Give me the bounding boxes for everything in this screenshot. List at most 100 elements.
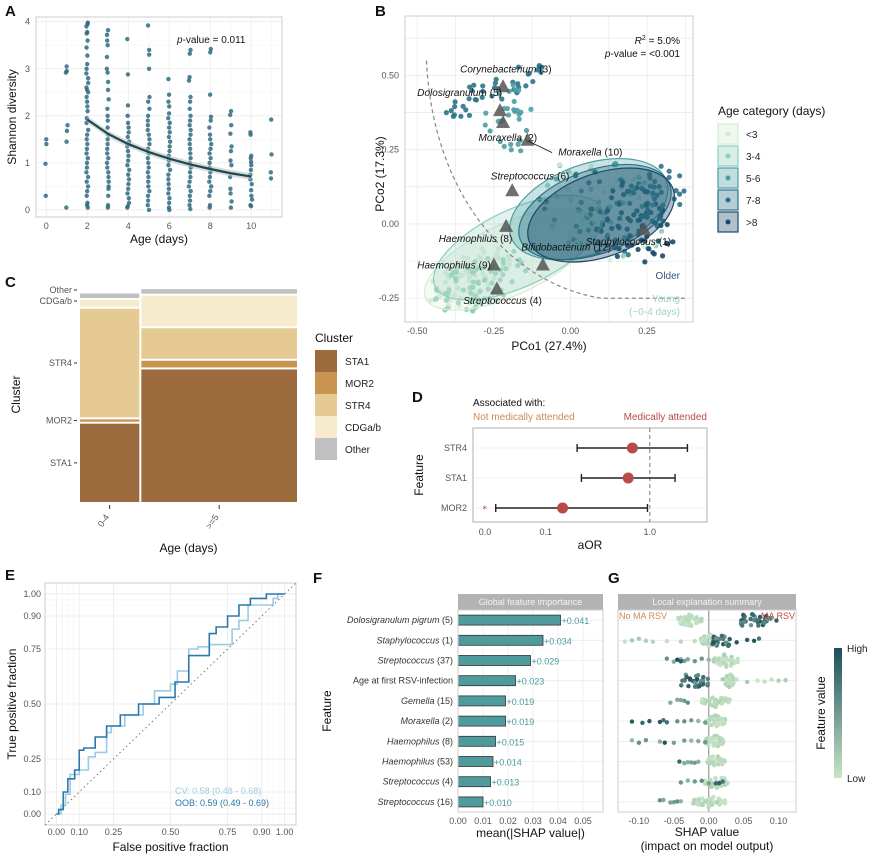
data-point [207,132,213,137]
bar-value-label: +0.013 [492,778,520,788]
panel-letter-d: D [412,389,423,406]
taxon-name: Haemophilus [439,234,497,245]
shap-point [685,778,691,783]
x-tick-label: 0.03 [524,816,542,826]
age-ellipse [509,157,669,261]
data-point [649,202,655,208]
taxon-label: Dolosigranulum (5) [417,88,502,99]
data-point [125,120,131,126]
shap-point [744,679,750,685]
data-point [167,195,172,201]
data-point [523,127,530,134]
taxon-name: Moraxella [479,133,523,144]
shap-point [713,781,718,786]
x-tick-label: 0.50 [162,827,180,837]
shap-point [661,717,666,723]
data-point [207,160,212,166]
data-point [518,148,524,154]
data-point [125,148,131,154]
data-point [467,285,473,291]
data-point [609,225,615,231]
plot-background [36,17,282,217]
data-point [85,53,90,58]
shap-point [751,638,757,643]
data-point [608,195,615,201]
data-point [638,237,645,243]
x-tick-label: 0.00 [700,816,718,826]
data-point [433,296,439,302]
taxon-name: Dolosigranulum [417,88,486,99]
feature-name-suffix: Age at first RSV-infection [353,676,453,686]
data-point [477,288,483,294]
x-tick-label: 0.0 [479,527,492,537]
data-point [207,92,213,97]
data-point [125,134,130,140]
data-point [146,132,152,137]
feature-name-suffix: (4) [440,777,454,787]
panel-b-pcoa: -0.50 -0.25 0.00 0.25 -0.25 0.00 0.25 0.50 Coryn… [373,15,825,353]
data-point [166,172,171,177]
data-point [146,52,152,57]
data-point [207,179,212,184]
feature-label: Streptococcus (16) [377,797,453,807]
shap-point [722,697,727,702]
x-axis-subtitle: (impact on model output) [641,839,774,853]
data-point [453,269,459,275]
data-point [145,170,151,175]
age-ellipse [423,208,595,311]
data-point [600,189,607,195]
data-point [207,125,212,130]
data-point [84,193,89,199]
data-point [666,168,672,174]
data-point [627,200,633,206]
data-point [84,45,89,50]
shap-point [729,657,734,662]
data-point [597,209,603,215]
data-point [105,141,110,147]
data-point [105,165,110,170]
data-point [621,191,627,198]
bar-value-label: +0.015 [497,737,525,747]
shap-point [730,674,735,679]
data-point [166,111,172,116]
shap-point [783,678,788,683]
shap-point [694,620,699,626]
data-point [465,255,471,261]
shap-point [693,616,699,621]
data-point [500,257,506,263]
data-point [517,137,523,143]
legend-key [315,350,337,372]
data-point [466,112,473,118]
p-value-text: -value = 0.011 [183,35,246,46]
data-point [229,144,234,149]
data-point [578,199,584,206]
data-point [147,94,152,100]
feature-name-italic: Streptococcus [382,777,440,787]
data-point [105,118,110,123]
data-point [146,179,151,184]
data-point [145,118,151,123]
legend-key [315,394,337,416]
data-point [641,180,647,186]
taxon-label: Moraxella (10) [558,148,622,159]
shap-point [696,759,701,764]
data-point [187,146,193,151]
age-ellipse [518,163,672,261]
data-point [207,151,212,156]
shap-point [680,678,685,683]
data-point [146,160,151,166]
taxon-id: (6) [557,171,569,182]
data-point [105,137,110,142]
data-point [84,146,90,151]
data-point [208,114,214,119]
data-point [651,251,657,257]
data-point [647,183,653,189]
data-point [658,163,664,169]
x-axis-title: False positive fraction [112,840,228,854]
data-point [658,189,664,195]
young-group-sublabel: (~0-4 days) [629,307,680,318]
shap-point [689,718,694,723]
shap-point [715,754,720,759]
data-point [228,205,234,210]
importance-bar [457,715,506,727]
